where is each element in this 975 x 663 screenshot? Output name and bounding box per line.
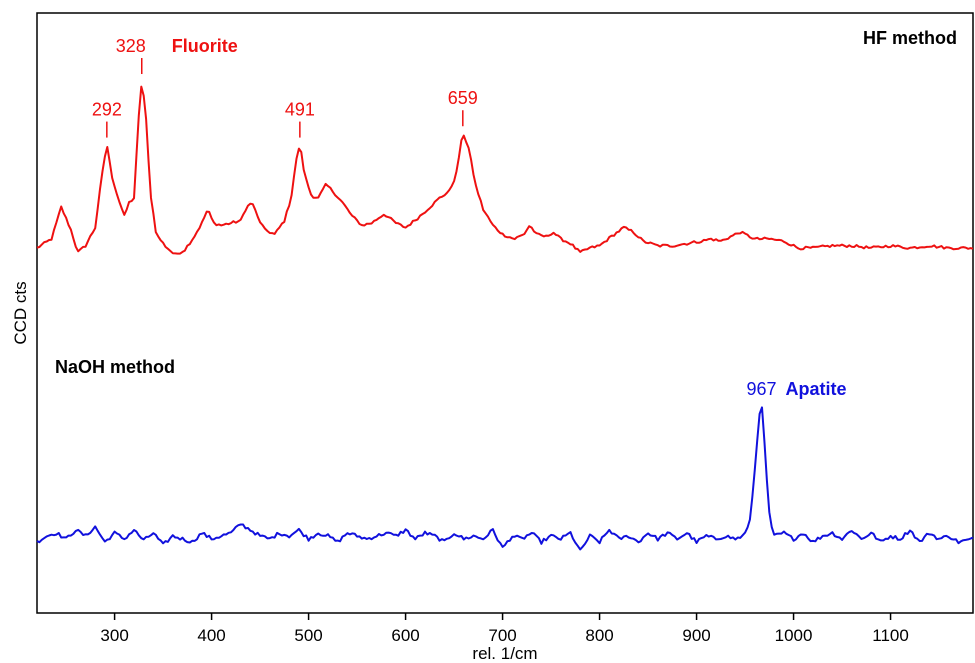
x-tick-label: 1100 <box>872 626 909 645</box>
x-tick-label: 1000 <box>775 626 813 645</box>
mineral-label: Fluorite <box>172 36 238 56</box>
peak-annotations: 292 328 Fluorite 491 659 967 Apatite <box>92 36 847 399</box>
x-tick-label: 700 <box>488 626 516 645</box>
hf-method-label: HF method <box>863 28 957 48</box>
naoh-method-label: NaOH method <box>55 357 175 377</box>
x-tick-label: 600 <box>391 626 419 645</box>
peak-label: 328 <box>116 36 146 56</box>
series-layer <box>36 85 974 551</box>
naoh-method-line <box>36 406 974 551</box>
x-tick-label: 400 <box>197 626 225 645</box>
x-axis-title: rel. 1/cm <box>472 644 537 663</box>
x-tick-label: 800 <box>585 626 613 645</box>
y-axis-title: CCD cts <box>11 281 30 344</box>
x-tick-label: 500 <box>294 626 322 645</box>
peak-label: 491 <box>285 100 315 120</box>
x-tick-label: 900 <box>682 626 710 645</box>
mineral-label: Apatite <box>786 379 847 399</box>
x-axis-ticks: 300 400 500 600 700 800 900 1000 1100 <box>100 613 909 645</box>
peak-label: 967 <box>747 379 777 399</box>
peak-label: 659 <box>448 88 478 108</box>
hf-method-line <box>36 85 974 255</box>
peak-label: 292 <box>92 100 122 120</box>
x-tick-label: 300 <box>100 626 128 645</box>
plot-frame <box>36 12 974 614</box>
